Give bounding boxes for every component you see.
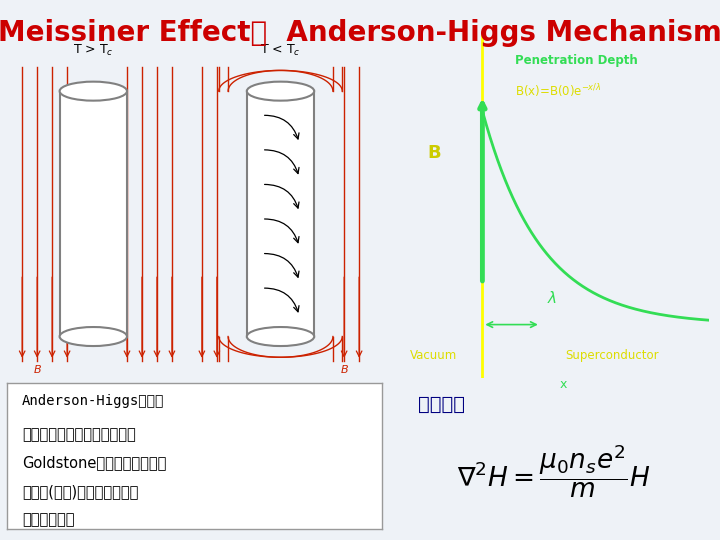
Text: T > T$_c$: T > T$_c$ (73, 43, 114, 58)
Text: Penetration Depth: Penetration Depth (515, 55, 637, 68)
Ellipse shape (247, 327, 314, 346)
Text: $\nabla^2 H = \dfrac{\mu_0 n_s e^2}{m} H$: $\nabla^2 H = \dfrac{\mu_0 n_s e^2}{m} H… (457, 442, 650, 500)
Ellipse shape (60, 327, 127, 346)
Text: 规范场（磁场）与自发破缺的: 规范场（磁场）与自发破缺的 (22, 427, 136, 442)
Text: B: B (427, 144, 441, 162)
Text: Superconductor: Superconductor (565, 349, 659, 362)
Text: Anderson-Higgs机制：: Anderson-Higgs机制： (22, 394, 165, 408)
Ellipse shape (60, 82, 127, 100)
Text: B: B (33, 364, 41, 375)
Text: Meissiner Effect：  Anderson-Higgs Mechanism: Meissiner Effect： Anderson-Higgs Mechani… (0, 19, 720, 47)
Bar (60, 91, 127, 336)
Text: 面的快速衰减: 面的快速衰减 (22, 512, 75, 528)
Text: B: B (341, 364, 348, 375)
Text: Vacuum: Vacuum (410, 349, 457, 362)
Text: $\lambda$: $\lambda$ (547, 290, 557, 306)
Ellipse shape (247, 82, 314, 100)
Text: 伦敦方程: 伦敦方程 (418, 395, 464, 414)
Text: 得质量(能隙)，导致磁场在表: 得质量(能隙)，导致磁场在表 (22, 484, 138, 499)
Text: T < T$_c$: T < T$_c$ (260, 43, 301, 58)
Text: Goldstone粒子耦合，可以获: Goldstone粒子耦合，可以获 (22, 456, 166, 470)
Bar (247, 91, 314, 336)
Text: B(x)=B(0)e$^{-x/\lambda}$: B(x)=B(0)e$^{-x/\lambda}$ (515, 83, 601, 100)
Text: x: x (559, 378, 567, 391)
